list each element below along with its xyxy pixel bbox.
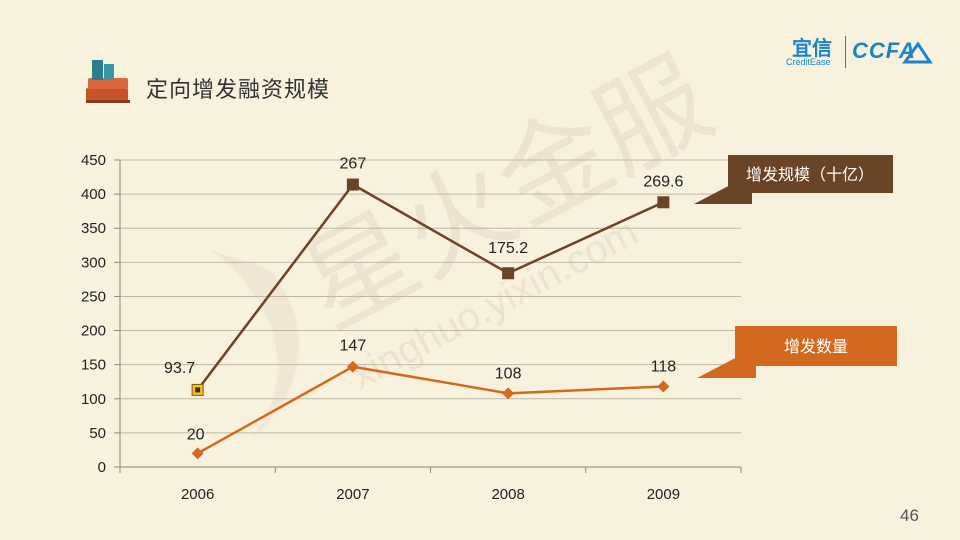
series-1-point bbox=[346, 178, 359, 191]
y-tick-label: 300 bbox=[81, 254, 106, 271]
ccfa-logo-text: CCFA bbox=[852, 38, 916, 63]
data-label: 118 bbox=[651, 358, 677, 375]
y-axis: 0 50 100 150 200 250 300 350 400 450 bbox=[81, 152, 121, 476]
y-tick-label: 350 bbox=[81, 220, 106, 237]
series-1-point bbox=[657, 196, 670, 209]
legend-count-pointer bbox=[697, 353, 756, 378]
y-tick-label: 400 bbox=[81, 186, 106, 203]
x-tick-label: 2007 bbox=[336, 486, 369, 503]
series-2-point bbox=[346, 360, 359, 373]
x-axis: 2006 2007 2008 2009 bbox=[119, 466, 742, 503]
logo-divider bbox=[845, 36, 846, 68]
books-icon bbox=[86, 60, 130, 103]
data-labels: 93.7 267 175.2 269.6 20 147 108 118 bbox=[164, 156, 683, 444]
data-label: 93.7 bbox=[164, 360, 195, 377]
y-tick-label: 200 bbox=[81, 323, 106, 340]
legend-scale-label: 增发规模（十亿） bbox=[746, 165, 874, 184]
y-tick-label: 450 bbox=[81, 152, 106, 169]
series-markers bbox=[191, 178, 670, 460]
y-tick-label: 150 bbox=[81, 357, 106, 374]
legend-item-scale: 增发规模（十亿） bbox=[694, 155, 893, 204]
ccfa-logo-icon bbox=[902, 41, 933, 64]
data-label: 175.2 bbox=[488, 240, 528, 257]
y-tick-label: 250 bbox=[81, 288, 106, 305]
y-tick-label: 50 bbox=[89, 425, 106, 442]
series-2-point bbox=[657, 380, 670, 393]
series-1-point bbox=[502, 267, 515, 280]
data-label: 269.6 bbox=[643, 173, 683, 190]
series-line-2 bbox=[197, 365, 664, 455]
series-2-point bbox=[502, 387, 515, 400]
legend-scale-box bbox=[728, 155, 893, 193]
legend-scale-pointer bbox=[694, 180, 752, 204]
page-title: 定向增发融资规模 bbox=[146, 78, 331, 103]
x-tick-label: 2006 bbox=[181, 486, 214, 503]
watermark-swoosh bbox=[210, 250, 299, 440]
y-tick-label: 0 bbox=[98, 459, 106, 476]
data-label: 147 bbox=[340, 338, 367, 355]
legend-item-count: 增发数量 bbox=[697, 326, 897, 378]
data-label: 20 bbox=[187, 426, 205, 443]
series-line-1 bbox=[196, 182, 664, 391]
page-number: 46 bbox=[900, 506, 919, 525]
y-tick-label: 100 bbox=[81, 391, 106, 408]
series-lines bbox=[196, 182, 664, 455]
series-2-point bbox=[191, 447, 204, 460]
x-tick-label: 2008 bbox=[491, 486, 524, 503]
series-1-point-inner bbox=[195, 387, 201, 393]
data-label: 267 bbox=[340, 156, 367, 173]
x-tick-label: 2009 bbox=[647, 486, 680, 503]
creditease-logo-en: CreditEase bbox=[786, 57, 831, 67]
gridlines bbox=[120, 159, 741, 434]
data-label: 108 bbox=[495, 365, 522, 382]
legend-count-label: 增发数量 bbox=[784, 337, 848, 356]
legend-count-box bbox=[735, 326, 897, 366]
creditease-logo-cn: 宜信 bbox=[792, 36, 832, 60]
